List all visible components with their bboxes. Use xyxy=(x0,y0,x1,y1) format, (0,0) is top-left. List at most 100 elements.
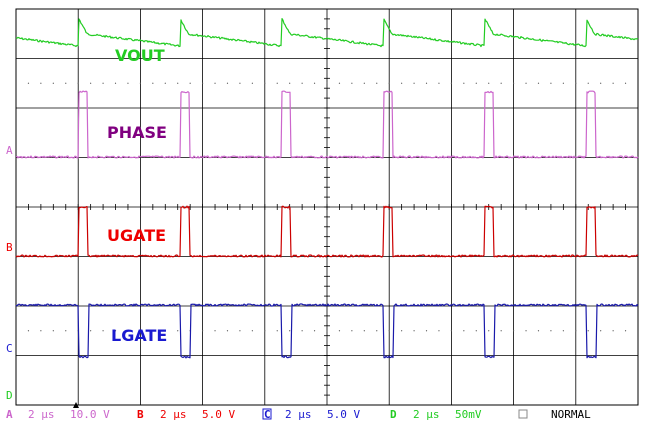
grid-dot xyxy=(587,82,589,84)
trace-phase xyxy=(15,90,639,159)
status-bar: A 2 µs 10.0 V B 2 µs 5.0 V C 2 µs 5.0 V … xyxy=(6,408,591,421)
grid-dot xyxy=(127,82,129,84)
grid-dot xyxy=(264,82,266,84)
grid-dot xyxy=(40,82,42,84)
graticule xyxy=(15,8,639,406)
status-ch-b-time: 2 µs xyxy=(160,408,187,421)
grid-dot xyxy=(525,82,527,84)
channel-marker-a: A xyxy=(6,144,13,157)
grid-dot xyxy=(102,82,104,84)
grid-dot xyxy=(488,330,490,332)
status-ch-d-volt: 50mV xyxy=(455,408,482,421)
grid-dot xyxy=(326,330,328,332)
grid-dot xyxy=(351,82,353,84)
grid-dot xyxy=(90,330,92,332)
grid-dot xyxy=(114,82,117,84)
status-ch-b-label: B xyxy=(137,408,144,421)
grid-dot xyxy=(214,330,216,332)
grid-dot xyxy=(363,330,365,332)
status-ch-d-time: 2 µs xyxy=(413,408,440,421)
grid-dot xyxy=(127,330,129,332)
grid-dot xyxy=(102,330,104,332)
status-ch-a-volt: 10.0 V xyxy=(70,408,110,421)
grid-dot xyxy=(289,82,291,84)
grid-dot xyxy=(90,82,92,84)
grid-dot xyxy=(450,330,452,332)
channel-marker-c: C xyxy=(6,342,13,355)
grid-dot xyxy=(77,82,79,84)
grid-dot xyxy=(239,82,241,84)
grid-dot xyxy=(562,82,564,84)
grid-dot xyxy=(401,82,403,84)
grid-dot xyxy=(624,82,627,84)
grid-dot xyxy=(438,82,440,84)
grid-dot xyxy=(27,82,30,84)
grid-dot xyxy=(276,82,278,84)
grid-dot xyxy=(612,330,614,332)
grid-dot xyxy=(575,82,577,84)
grid-dot xyxy=(40,330,42,332)
grid-dot xyxy=(363,82,365,84)
grid-dot xyxy=(264,330,266,332)
grid-dot xyxy=(425,82,428,84)
grid-dot xyxy=(251,82,253,84)
grid-dot xyxy=(587,330,589,332)
grid-dot xyxy=(463,82,465,84)
grid-dot xyxy=(537,82,540,84)
trigger-mode-label: NORMAL xyxy=(551,408,591,421)
grid-dot xyxy=(513,330,515,332)
status-ch-c-volt: 5.0 V xyxy=(327,408,360,421)
status-ch-a-time: 2 µs xyxy=(28,408,55,421)
grid-dot xyxy=(301,330,303,332)
grid-dot xyxy=(239,330,241,332)
grid-dot xyxy=(525,330,527,332)
grid-dot xyxy=(550,82,552,84)
trace-vout xyxy=(15,18,639,48)
grid-dot xyxy=(114,330,117,332)
grid-dot xyxy=(189,82,191,84)
grid-dot xyxy=(600,82,602,84)
status-ch-d-label: D xyxy=(390,408,397,421)
grid-dot xyxy=(550,330,552,332)
grid-dot xyxy=(52,330,54,332)
grid-dot xyxy=(475,330,477,332)
grid-dot xyxy=(562,330,564,332)
grid-dot xyxy=(313,330,316,332)
grid-dot xyxy=(177,330,179,332)
grid-dot xyxy=(152,330,154,332)
grid-dot xyxy=(413,82,415,84)
trace-label-ugate: UGATE xyxy=(107,226,166,245)
grid-dot xyxy=(27,330,30,332)
trace-label-phase: PHASE xyxy=(107,123,167,142)
grid-dot xyxy=(226,82,229,84)
grid-dot xyxy=(351,330,353,332)
grid-dot xyxy=(388,330,390,332)
grid-dot xyxy=(438,330,440,332)
grid-dot xyxy=(450,82,452,84)
status-ch-a-label: A xyxy=(6,408,13,421)
grid-dot xyxy=(537,330,540,332)
grid-dot xyxy=(65,330,67,332)
grid-dot xyxy=(338,82,341,84)
trace-label-lgate: LGATE xyxy=(111,326,167,345)
grid-dot xyxy=(226,330,229,332)
grid-dot xyxy=(376,82,378,84)
grid-dot xyxy=(326,82,328,84)
grid-dot xyxy=(463,330,465,332)
status-ch-b-volt: 5.0 V xyxy=(202,408,235,421)
grid-dot xyxy=(488,82,490,84)
grid-dot xyxy=(600,330,602,332)
channel-marker-b: B xyxy=(6,241,13,254)
grid-dot xyxy=(338,330,341,332)
grid-dot xyxy=(52,82,54,84)
trace-ugate xyxy=(15,205,639,258)
grid-dot xyxy=(289,330,291,332)
grid-dot xyxy=(164,330,166,332)
grid-dot xyxy=(313,82,316,84)
mode-checkbox-icon xyxy=(518,409,528,419)
grid-dot xyxy=(164,82,166,84)
grid-dot xyxy=(575,330,577,332)
grid-dot xyxy=(301,82,303,84)
trace-label-vout: VOUT xyxy=(115,46,165,65)
grid-dot xyxy=(276,330,278,332)
